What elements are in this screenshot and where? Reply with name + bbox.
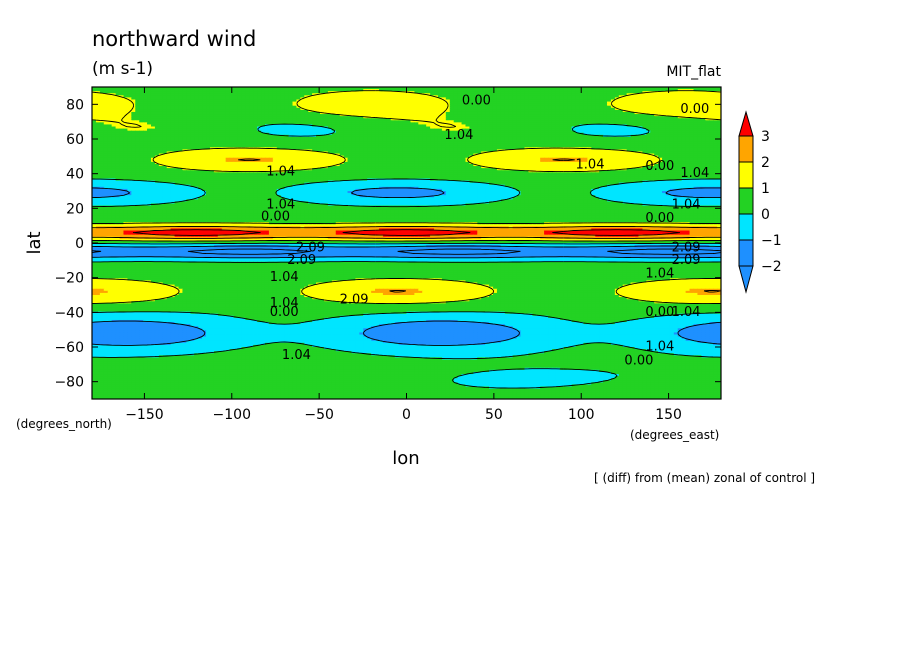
chart-title: northward wind [92, 27, 256, 51]
model-label: MIT_flat [666, 64, 721, 80]
chart-subtitle: (m s-1) [92, 59, 153, 79]
